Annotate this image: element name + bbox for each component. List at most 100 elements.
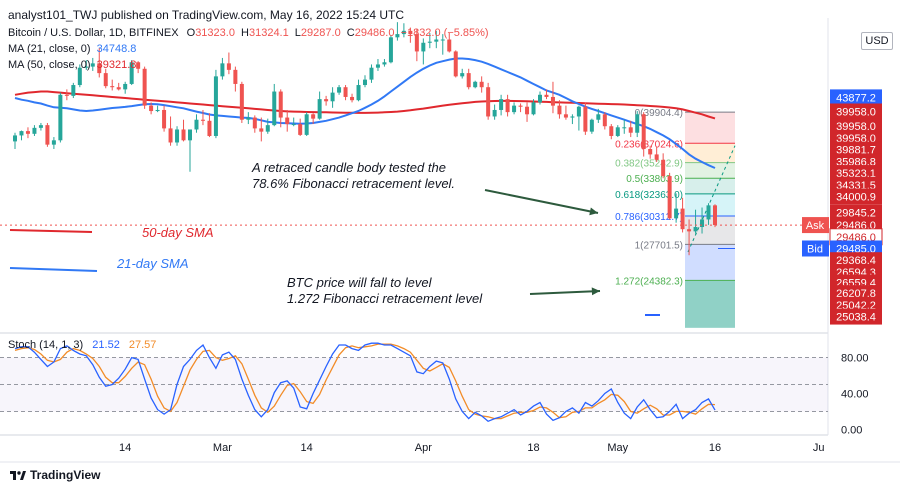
candle-body [648, 148, 653, 155]
candle-body [129, 62, 134, 84]
candle-body [71, 85, 76, 96]
candle-body [252, 117, 257, 129]
tradingview-logo-icon [10, 471, 26, 480]
candle-body [492, 109, 497, 117]
fall-annotation-line2: 1.272 Fibonacci retracement level [287, 291, 483, 306]
symbol-legend[interactable]: Bitcoin / U.S. Dollar, 1D, BITFINEX O313… [8, 27, 489, 39]
ohlc-open-key: O [186, 27, 196, 39]
fib-level-label: 0.786(30312.7) [615, 212, 683, 223]
arrow-head [589, 207, 598, 216]
candle-body [97, 63, 102, 74]
fib-test-arrow [484, 189, 599, 216]
price-label-text: 29845.2 [836, 208, 876, 220]
candle-body [479, 81, 484, 88]
ma50-value: 39321.8 [96, 59, 137, 71]
candle-body [207, 120, 212, 136]
candle-body [525, 106, 530, 115]
candle-body [447, 39, 452, 52]
candle-body [13, 135, 17, 142]
brand-name: TradingView [30, 468, 101, 482]
candle-body [168, 128, 173, 143]
bid-tag-box [802, 240, 829, 257]
ma21-legend[interactable]: MA (21, close, 0) 34748.8 [8, 43, 136, 55]
price-axis-label: 43877.2 [830, 89, 882, 106]
ohlc-close-value: 29486.0 [354, 27, 395, 39]
ma50-legend[interactable]: MA (50, close, 0) 39321.8 [8, 59, 136, 71]
arrow-shaft [484, 189, 599, 214]
candle-body [103, 73, 108, 87]
candle-body [136, 62, 141, 69]
tradingview-brand[interactable]: TradingView [10, 468, 100, 482]
sma21-legend-line [9, 267, 98, 272]
candle-body [635, 114, 640, 133]
candle-body [680, 208, 685, 230]
candle-body [414, 34, 419, 52]
stoch-tick-label: 0.00 [841, 424, 862, 436]
candle-body [706, 205, 711, 220]
candle-body [434, 39, 439, 42]
candle-body [285, 117, 290, 125]
candles-group [13, 22, 717, 256]
candle-body [123, 83, 128, 90]
candle-body [77, 67, 82, 86]
fib-level-label: 1(27701.5) [635, 240, 683, 251]
candle-body [700, 219, 705, 228]
candle-body [622, 127, 627, 129]
candle-body [162, 109, 167, 129]
fib-level-label: 0.382(35242.9) [615, 159, 683, 170]
candle-body [188, 129, 192, 141]
stoch-tick-label: 40.00 [841, 388, 869, 400]
candle-body [239, 83, 244, 120]
currency-badge[interactable]: USD [861, 32, 893, 50]
candle-body [395, 34, 400, 38]
candle-body [175, 129, 180, 143]
candle-body [628, 127, 633, 133]
time-tick-label: 14 [301, 442, 313, 454]
candle-body [298, 124, 303, 135]
arrow-shaft [529, 290, 601, 295]
stoch-legend[interactable]: Stoch (14, 1, 3) 21.52 27.57 [8, 339, 156, 351]
candle-body [324, 99, 329, 102]
candle-body [615, 127, 620, 136]
price-label-box [830, 308, 882, 325]
candle-body [440, 39, 445, 41]
candle-body [25, 131, 30, 134]
candle-body [641, 114, 646, 149]
ohlc-low-value: 29287.0 [300, 27, 341, 39]
ma50-line [14, 90, 716, 120]
candle-body [460, 73, 465, 77]
candle-body [512, 105, 517, 113]
candle-body [596, 114, 601, 120]
candle-body [667, 176, 672, 219]
candle-body [181, 129, 186, 141]
arrow-head [591, 287, 600, 296]
candle-body [661, 159, 666, 177]
ask-tag-label: Ask [806, 220, 825, 232]
time-tick-label: Apr [415, 442, 432, 454]
symbol-name: Bitcoin / U.S. Dollar, 1D, BITFINEX [8, 27, 179, 39]
price-label-text: 39958.0 [836, 107, 876, 119]
candle-body [486, 87, 491, 117]
publish-header: analyst101_TWJ published on TradingView.… [8, 8, 404, 22]
candle-body [544, 94, 549, 97]
candle-body [304, 114, 309, 135]
candle-body [375, 64, 380, 68]
time-tick-label: May [607, 442, 628, 454]
candle-body [45, 125, 50, 145]
fib-level-label: 0.5(33803.9) [626, 174, 683, 185]
price-axis-label: 29845.2 [830, 204, 882, 221]
candle-body [58, 94, 63, 141]
candle-body [499, 99, 504, 110]
candle-body [674, 208, 679, 219]
price-label-text: 25038.4 [836, 312, 876, 324]
fib-level-label: 0.236(37024.6) [615, 139, 683, 150]
candle-body [401, 30, 406, 35]
price-axis-label: 25038.4 [830, 308, 882, 325]
ma21-label: MA (21, close, 0) [8, 43, 91, 55]
candle-body [32, 127, 37, 134]
candle-body [350, 96, 355, 101]
candle-body [654, 154, 659, 160]
candle-body [259, 128, 264, 132]
